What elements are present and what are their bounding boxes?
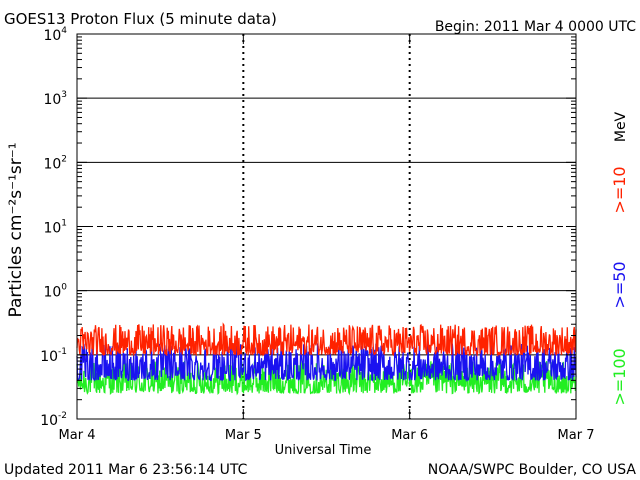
y-tick-label: 101: [43, 219, 67, 237]
legend-ge100: >=100: [610, 348, 629, 405]
y-tick-label: 100: [43, 283, 67, 301]
legend-ge50: >=50: [610, 261, 629, 308]
x-tick-label: Mar 4: [59, 428, 96, 443]
y-tick-label: 104: [43, 26, 67, 44]
y-tick-label: 10-2: [40, 411, 67, 429]
plot-area: [76, 34, 577, 419]
legend-unit: MeV: [613, 111, 629, 142]
begin-time: Begin: 2011 Mar 4 0000 UTC: [435, 19, 636, 35]
plot-frame: 10-2 10-1 100 101 102 103 104 Mar 4 Mar 5 Mar 6 Ma…: [40, 26, 594, 443]
series-line: [76, 322, 577, 358]
y-tick-label: 10-1: [40, 347, 67, 365]
x-axis-label: Universal Time: [275, 443, 372, 458]
x-tick-label: Mar 6: [391, 428, 428, 443]
credit-text: NOAA/SWPC Boulder, CO USA: [428, 462, 637, 478]
x-tick-label: Mar 7: [558, 428, 595, 443]
y-tick-label: 103: [43, 90, 67, 108]
y-tick-label: 102: [43, 154, 67, 172]
x-tick-label: Mar 5: [225, 428, 262, 443]
chart-title: GOES13 Proton Flux (5 minute data): [4, 10, 277, 28]
updated-time: Updated 2011 Mar 6 23:56:14 UTC: [4, 462, 248, 478]
y-axis-label: Particles cm⁻²s⁻¹sr⁻¹: [6, 142, 26, 317]
legend-ge10: >=10: [610, 166, 629, 213]
